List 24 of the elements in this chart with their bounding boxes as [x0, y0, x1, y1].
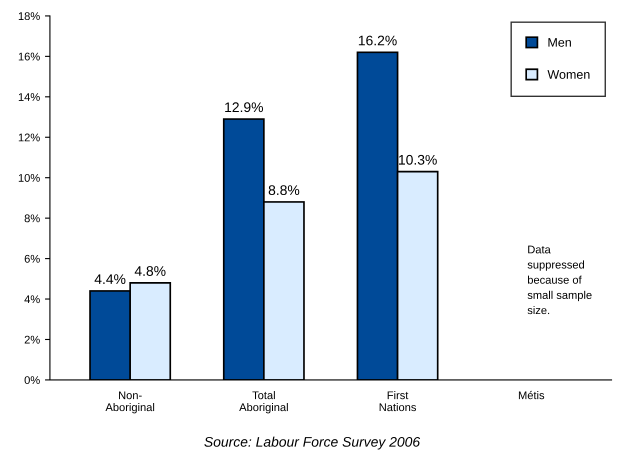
data-label: 4.8% — [134, 266, 166, 276]
y-tick-label: 16% — [18, 52, 40, 61]
y-tick-label: 12% — [18, 134, 40, 142]
data-label: 8.8% — [268, 185, 300, 196]
data-label: 16.2% — [358, 36, 397, 46]
y-tick-label: 8% — [24, 214, 40, 222]
data-label: 10.3% — [399, 154, 437, 165]
y-tick-label: 18% — [18, 12, 40, 20]
x-tick-label: Métis — [518, 390, 544, 400]
annotation: Data suppressed because of small sample size. — [528, 246, 592, 314]
legend-label: Women — [547, 70, 590, 79]
x-tick-label: Non- Aboriginal — [105, 391, 154, 414]
y-tick-label: 0% — [24, 376, 40, 384]
data-label: 4.4% — [94, 274, 126, 284]
source-note: Source: Labour Force Survey 2006 — [204, 436, 420, 450]
x-tick-label: First Nations — [380, 391, 416, 412]
x-tick-label: Total Aboriginal — [239, 391, 288, 414]
y-tick-label: 10% — [18, 174, 40, 182]
y-tick-label: 4% — [24, 295, 40, 304]
y-tick-label: 6% — [24, 254, 40, 263]
legend-label: Men — [548, 38, 571, 47]
y-tick-label: 2% — [24, 336, 40, 344]
data-label: 12.9% — [225, 102, 264, 112]
y-tick-label: 14% — [18, 93, 40, 101]
